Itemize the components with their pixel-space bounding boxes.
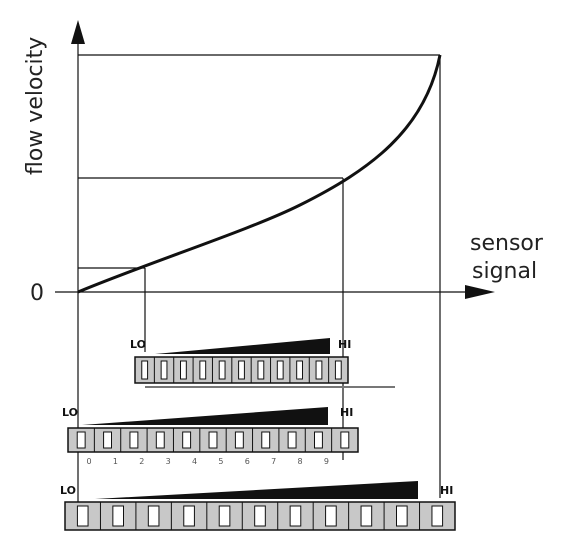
digit: 5: [218, 457, 223, 466]
digit: 9: [324, 457, 329, 466]
hi-label: HI: [440, 484, 453, 497]
led: [77, 432, 85, 448]
led: [161, 361, 167, 379]
led: [209, 432, 217, 448]
led: [219, 361, 225, 379]
digit: 2: [139, 457, 144, 466]
hi-label: HI: [340, 406, 353, 419]
led: [219, 506, 230, 526]
x-arrow: [465, 285, 495, 299]
led: [432, 506, 443, 526]
led: [361, 506, 372, 526]
led: [239, 361, 245, 379]
wedge: [155, 338, 330, 354]
y-label: flow velocity: [23, 37, 48, 175]
digit: 3: [166, 457, 171, 466]
led: [130, 432, 138, 448]
led: [148, 506, 159, 526]
led: [255, 506, 266, 526]
digit: 6: [245, 457, 250, 466]
lo-label: LO: [130, 338, 146, 351]
led: [181, 361, 187, 379]
led: [288, 432, 296, 448]
led: [142, 361, 148, 379]
digit: 0: [87, 457, 92, 466]
led: [316, 361, 322, 379]
led: [77, 506, 88, 526]
led: [290, 506, 301, 526]
wedge: [82, 407, 328, 425]
lo-label: LO: [60, 484, 76, 497]
y-arrow: [71, 20, 85, 44]
led: [335, 361, 341, 379]
curve: [78, 55, 440, 292]
led: [315, 432, 323, 448]
led: [235, 432, 243, 448]
led: [183, 432, 191, 448]
led: [326, 506, 337, 526]
led: [258, 361, 264, 379]
hi-label: HI: [338, 338, 351, 351]
led: [113, 506, 124, 526]
led: [184, 506, 195, 526]
led: [297, 361, 303, 379]
x-label: signal: [472, 259, 537, 284]
led: [104, 432, 112, 448]
digit: 1: [113, 457, 118, 466]
digit: 4: [192, 457, 197, 466]
digit: 8: [297, 457, 302, 466]
led: [397, 506, 408, 526]
led: [262, 432, 270, 448]
led: [200, 361, 206, 379]
origin-label: 0: [30, 281, 44, 306]
led: [341, 432, 349, 448]
x-label: sensor: [470, 231, 544, 256]
wedge: [95, 481, 418, 499]
diagram: flow velocity sensor signal 0 LO HI LO HI 0 1…: [0, 0, 577, 534]
led: [156, 432, 164, 448]
digit: 7: [271, 457, 276, 466]
led: [277, 361, 283, 379]
lo-label: LO: [62, 406, 78, 419]
